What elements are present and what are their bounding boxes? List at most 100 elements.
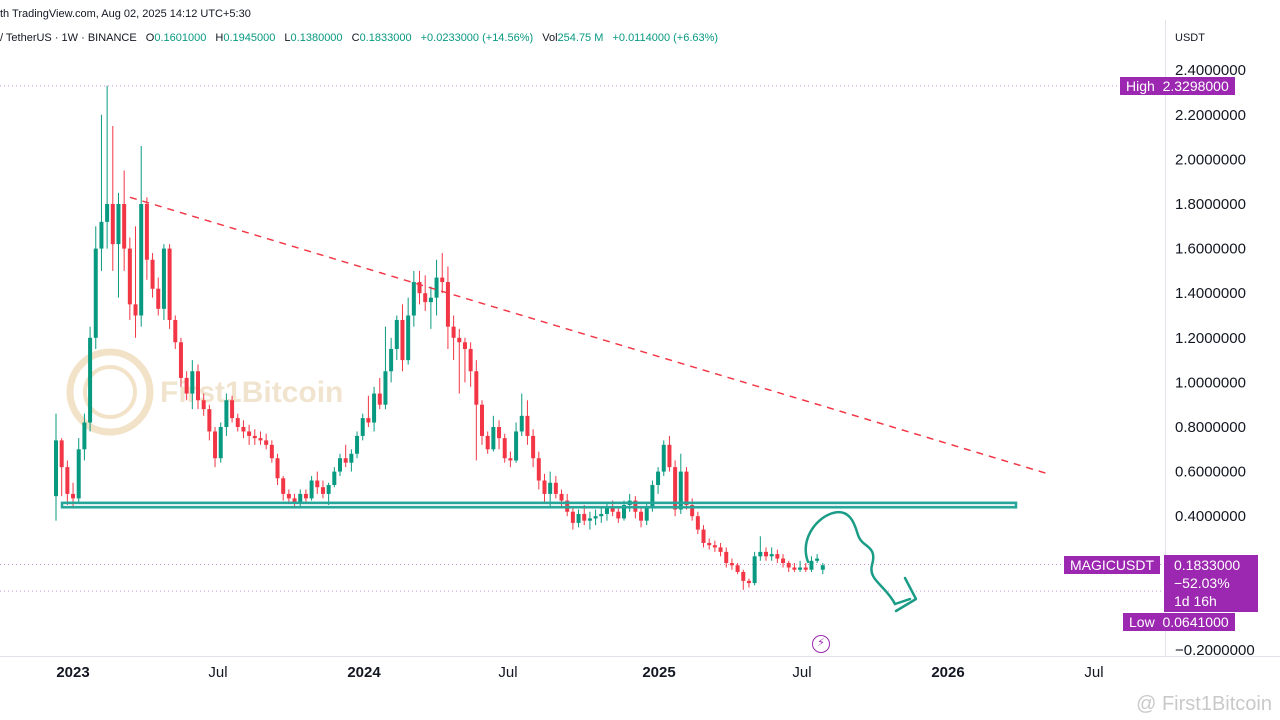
candle [76,438,81,503]
candle-body [667,444,672,468]
candle-body [440,277,445,283]
candle [502,433,507,463]
y-tick-label: 2.2000000 [1175,107,1246,124]
price-axis[interactable]: 2.4000000 2.2000000 2.0000000 1.8000000 1.60… [1175,62,1255,659]
candle-body [604,507,609,514]
candle [536,451,541,490]
candle [355,431,360,459]
candle-body [769,554,774,557]
projection-drawing[interactable] [804,510,918,613]
candle-body [792,567,797,570]
candle-body [71,493,76,499]
candle [457,328,462,394]
candle-body [366,418,371,423]
candle-body [144,204,149,260]
candle [54,413,58,521]
candle-body [389,348,394,372]
candle-body [815,558,820,561]
y-tick-label: 0.8000000 [1175,419,1246,436]
candle [196,364,200,410]
candle-body [718,547,723,552]
candle [735,563,740,575]
candle-body [93,248,98,338]
candle-body [462,342,467,349]
candle-body [497,427,502,439]
symbol-tag: MAGICUSDT [1064,556,1160,574]
candle [468,342,473,387]
y-tick-label: 1.4000000 [1175,285,1246,302]
low-tag-value: 0.0641000 [1162,614,1229,630]
candle [338,453,342,477]
candle [110,125,115,271]
candle-body [224,400,229,427]
x-tick-label: Jul [208,664,227,681]
candle-body [661,444,666,472]
time-axis[interactable]: 2023 Jul 2024 Jul 2025 Jul 2026 Jul [56,664,1103,681]
candle-body [59,440,64,468]
candle-body [752,556,757,584]
candle-body [610,507,615,512]
candle-body [320,487,325,494]
candle [82,413,87,461]
candle [139,146,144,327]
candle-body [786,563,791,568]
trendline[interactable] [129,196,1049,475]
candle [485,431,490,454]
candle [724,547,729,568]
candle-body [678,471,683,510]
candle [786,560,791,572]
candle-body [275,458,280,479]
candle-body [286,493,291,499]
candle-body [525,415,530,436]
candle-body [127,248,132,305]
candle-body [315,480,320,488]
candle-body [309,480,314,499]
candle-body [355,435,360,454]
candle [440,253,445,294]
candle-body [616,511,621,519]
high-tag-label: High [1126,78,1155,94]
candle-body [508,458,513,461]
candle [411,270,416,327]
candle [548,471,553,508]
candle [462,337,467,383]
candle-body [741,571,746,581]
candle [150,253,155,298]
candle-body [764,551,768,557]
watermark-logo-inner [83,365,137,419]
candle-body [349,453,354,463]
x-tick-label: 2025 [642,664,675,681]
candle [445,266,450,349]
candle [173,315,178,349]
chart-source-header: th TradingView.com, Aug 02, 2025 14:12 U… [0,8,251,20]
x-tick-label: 2026 [931,664,964,681]
candle [161,244,166,320]
candle [587,511,592,530]
candle [406,297,411,365]
candle [144,197,149,280]
candle-body [781,558,786,564]
low-key: L [284,32,291,44]
candle [803,563,808,572]
vol-value: 254.75 M [557,32,604,44]
support-zone[interactable] [60,501,1018,509]
candle-body [258,438,263,441]
candle [281,476,286,501]
candle [326,482,331,506]
candle-body [264,440,269,445]
candle-body [701,529,706,543]
candle [218,422,223,463]
candle-body [372,393,377,423]
candle [292,493,297,508]
flash-icon[interactable]: ⚡ [812,635,830,653]
candle [707,538,712,550]
candle [320,480,325,499]
candle [349,449,354,472]
candle-body [332,471,337,485]
candle-body [639,511,644,521]
candle-body [644,507,649,521]
candle-body [468,348,473,372]
candle [695,511,700,535]
symbol-label[interactable]: / TetherUS · 1W · BINANCE [0,32,137,44]
